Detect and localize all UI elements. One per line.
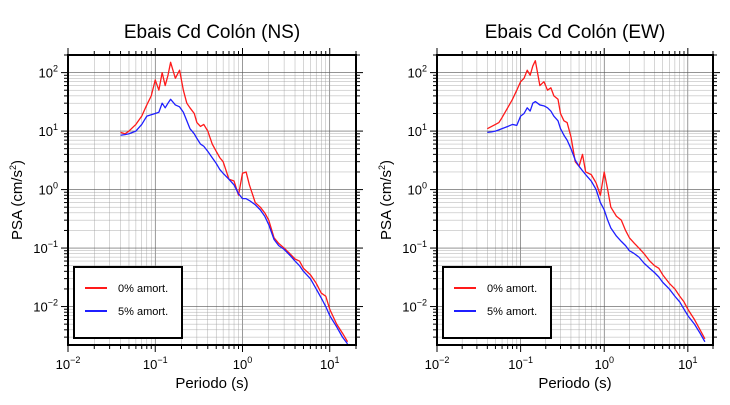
ns-legend-label: 0% amort. — [118, 283, 168, 295]
ew-legend-label: 0% amort. — [487, 283, 537, 295]
ew-y-tick-label: 102 — [408, 64, 427, 81]
ns-grid — [67, 54, 357, 345]
ew-legend-label: 5% amort. — [487, 306, 537, 318]
ew-legend-box — [442, 266, 552, 339]
ns-y-tick-label: 10−2 — [33, 298, 58, 315]
ew-y-tick-label: 10−2 — [402, 298, 427, 315]
ew-x-tick-label: 100 — [594, 355, 613, 372]
ew-panel: 10−2 10−1 100 101 10−2 10−1 100 101 102 Ebais Cd … — [377, 22, 720, 392]
ew-chart-title: Ebais Cd Colón (EW) — [485, 22, 666, 43]
ns-y-tick-label: 10−1 — [33, 239, 58, 256]
ns-y-tick-label: 101 — [39, 122, 58, 139]
ns-plot-frame — [67, 54, 357, 346]
ns-x-tick-label: 101 — [320, 355, 339, 372]
ns-chart-title: Ebais Cd Colón (NS) — [124, 22, 300, 43]
ns-series-undamped-line — [120, 61, 349, 343]
ns-y-tick-label: 102 — [39, 64, 58, 81]
ew-series-undamped-line — [487, 60, 706, 340]
ew-x-axis-label: Periodo (s) — [538, 375, 611, 392]
ns-x-axis-label: Periodo (s) — [175, 375, 248, 392]
ns-x-tick-label: 10−1 — [143, 355, 168, 372]
ew-x-tick-label: 10−1 — [508, 355, 533, 372]
ns-legend-box — [73, 266, 183, 339]
ew-y-tick-label: 100 — [408, 181, 427, 198]
ew-y-axis-label: PSA (cm/s2) — [377, 160, 395, 240]
ew-series-damped-line — [487, 100, 706, 343]
ew-plot-frame — [436, 54, 714, 346]
ew-legend: 0% amort. 5% amort. — [442, 266, 552, 339]
ew-y-tick-label: 101 — [408, 122, 427, 139]
ew-x-tick-label: 10−2 — [425, 355, 450, 372]
ew-x-tick-label: 101 — [678, 355, 697, 372]
ns-y-axis-label: PSA (cm/s2) — [8, 160, 26, 240]
ns-x-tick-label: 10−2 — [56, 355, 81, 372]
ns-x-tick-label: 100 — [233, 355, 252, 372]
ns-legend: 0% amort. 5% amort. — [73, 266, 183, 339]
ns-legend-label: 5% amort. — [118, 306, 168, 318]
ns-y-tick-label: 100 — [39, 181, 58, 198]
ew-y-tick-label: 10−1 — [402, 239, 427, 256]
ns-panel: 10−2 10−1 100 101 10−2 10−1 100 101 102 Ebais Cd … — [8, 22, 363, 392]
ns-series-damped-line — [120, 98, 349, 345]
